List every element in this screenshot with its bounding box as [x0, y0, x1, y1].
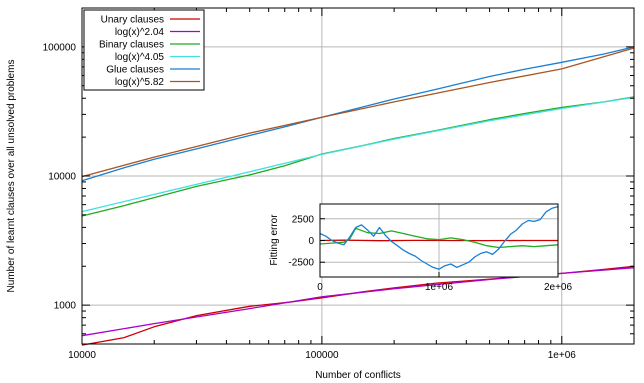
legend-label: Glue clauses — [106, 65, 164, 76]
series-line-2 — [81, 267, 635, 337]
y-axis-label: Number of learnt clauses over all unsolv… — [6, 60, 17, 293]
inset-y-tick-label: 2500 — [292, 214, 315, 225]
inset-series-line-2 — [319, 227, 559, 249]
legend-label: log(x)^4.05 — [115, 52, 165, 63]
inset-y-tick-label: -2500 — [288, 258, 314, 269]
series-line-5 — [81, 46, 635, 182]
inset-x-tick-label: 0 — [317, 282, 323, 293]
legend-label: log(x)^5.82 — [115, 77, 165, 88]
x-tick-label: 1e+06 — [548, 350, 577, 361]
inset-x-tick-label: 1e+06 — [425, 282, 454, 293]
y-tick-label: 100000 — [43, 42, 77, 53]
legend-label: Binary clauses — [99, 40, 164, 51]
legend-label: log(x)^2.04 — [115, 27, 165, 38]
inset-y-tick-label: 0 — [308, 236, 314, 247]
legend-box — [83, 9, 205, 91]
x-tick-label: 10000 — [68, 350, 96, 361]
y-tick-label: 10000 — [48, 172, 76, 183]
series-line-6 — [81, 47, 635, 178]
x-tick-label: 100000 — [305, 350, 339, 361]
legend-label: Unary clauses — [101, 15, 164, 26]
series-line-4 — [81, 96, 635, 213]
y-tick-label: 1000 — [54, 301, 77, 312]
inset-x-tick-label: 2e+06 — [544, 282, 573, 293]
x-axis-label: Number of conflicts — [315, 370, 401, 381]
inset-series-line-3 — [319, 205, 559, 270]
inset-y-axis-label: Fitting error — [269, 214, 280, 266]
series-line-1 — [81, 265, 635, 346]
inset-series-line-1 — [319, 239, 558, 242]
